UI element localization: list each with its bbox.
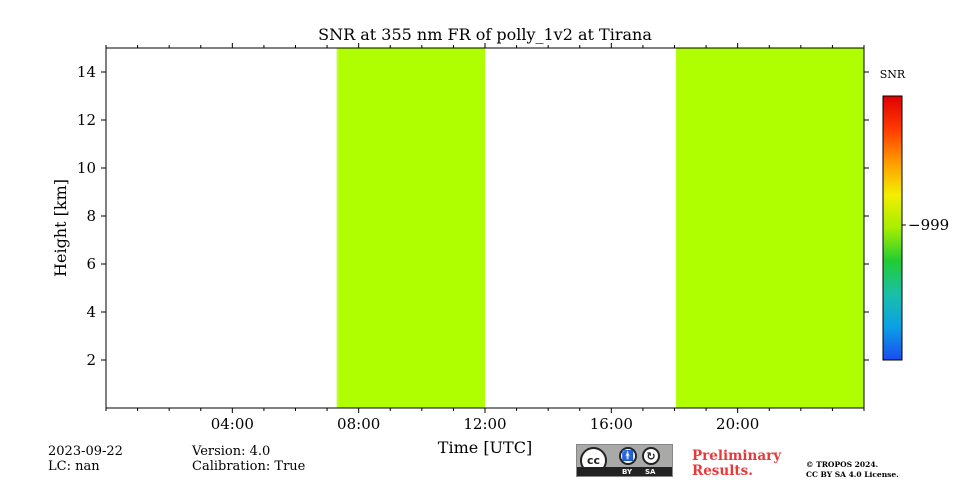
preliminary-line2: Results. bbox=[692, 463, 753, 479]
cc-by-label: BY bbox=[622, 468, 633, 476]
y-tick-label: 4 bbox=[86, 303, 96, 321]
date-label: 2023-09-22 bbox=[48, 444, 123, 459]
x-tick-label: 16:00 bbox=[590, 415, 633, 433]
y-tick-label: 8 bbox=[86, 207, 96, 225]
y-tick-label: 2 bbox=[86, 351, 96, 369]
share-alike-icon: ↻ bbox=[642, 447, 660, 465]
y-tick-label: 14 bbox=[77, 63, 96, 81]
chart-title: SNR at 355 nm FR of polly_1v2 at Tirana bbox=[318, 25, 652, 44]
attribution-icon: 🚹 bbox=[619, 447, 637, 465]
y-axis-label: Height [km] bbox=[51, 179, 70, 277]
cc-badge-bar: BY SA bbox=[577, 467, 672, 476]
x-tick-label: 20:00 bbox=[716, 415, 759, 433]
colorbar-label: SNR bbox=[880, 68, 906, 81]
x-tick-label: 04:00 bbox=[211, 415, 254, 433]
copyright-line2: CC BY SA 4.0 License. bbox=[806, 470, 899, 479]
x-axis-label: Time [UTC] bbox=[438, 438, 532, 457]
lc-label: LC: nan bbox=[48, 459, 100, 474]
x-tick-label: 08:00 bbox=[337, 415, 380, 433]
preliminary-line1: Preliminary bbox=[692, 448, 782, 464]
x-tick-label: 12:00 bbox=[463, 415, 506, 433]
cc-sa-label: SA bbox=[645, 468, 656, 476]
y-tick-label: 12 bbox=[77, 111, 96, 129]
y-tick-label: 10 bbox=[77, 159, 96, 177]
y-tick-label: 6 bbox=[86, 255, 96, 273]
data-block bbox=[336, 48, 339, 408]
colorbar bbox=[882, 95, 903, 361]
copyright-line1: © TROPOS 2024. bbox=[806, 460, 879, 469]
data-block bbox=[676, 48, 864, 408]
colorbar-tick-label: −999 bbox=[908, 216, 949, 234]
version-label: Version: 4.0 bbox=[192, 444, 271, 459]
data-block bbox=[338, 48, 485, 408]
calibration-label: Calibration: True bbox=[192, 459, 306, 474]
cc-license-badge: cc 🚹 ↻ BY SA bbox=[576, 444, 673, 477]
